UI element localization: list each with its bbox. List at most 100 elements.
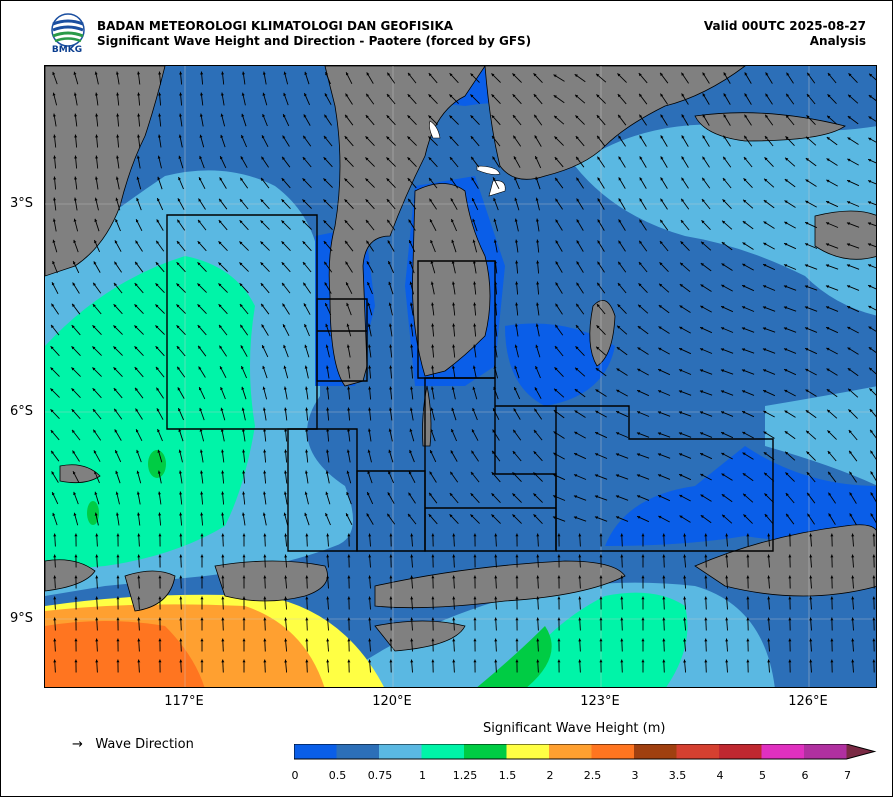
wave-arrow-head: [261, 156, 265, 160]
wave-arrow-head: [683, 533, 687, 537]
wave-arrow-head: [662, 638, 666, 642]
wave-arrow-head: [846, 264, 851, 268]
wave-arrow-head: [830, 554, 834, 558]
wave-arrow-head: [473, 323, 477, 327]
wave-arrow-head: [868, 326, 872, 330]
wave-arrow-head: [847, 285, 851, 288]
wave-arrow-head: [347, 428, 351, 432]
wave-arrow-head: [283, 71, 287, 75]
wave-arrow-head: [765, 72, 769, 76]
wave-arrow-head: [763, 431, 767, 435]
wave-arrow-head: [809, 638, 813, 642]
wave-arrow-head: [200, 554, 204, 558]
wave-arrow-head: [262, 512, 266, 516]
colorbar-tick-label: 2.5: [583, 769, 602, 782]
wave-arrow-head: [179, 638, 183, 642]
wave-arrow-head: [741, 369, 746, 373]
wave-arrow-head: [681, 72, 685, 76]
wave-arrow-head: [389, 617, 393, 621]
wave-arrow-head: [742, 411, 746, 414]
wave-arrow-head: [599, 575, 603, 579]
area-box-makassar: [316, 298, 368, 382]
wave-arrow-head: [218, 262, 222, 266]
colorbar-segment: [804, 744, 847, 759]
wave-arrow-head: [826, 389, 830, 393]
wave-arrow-head: [367, 428, 371, 432]
wave-arrow-head: [408, 198, 411, 202]
wave-arrow-head: [347, 386, 351, 390]
wave-arrow-head: [470, 136, 474, 140]
land-masses: [45, 66, 876, 652]
wave-arrow-head: [179, 659, 183, 663]
wave-arrow-head: [200, 491, 204, 495]
wave-arrow-head: [744, 93, 748, 97]
arrow-icon: →: [72, 737, 83, 752]
colorbar-tick-label: 3.5: [668, 769, 687, 782]
wave-arrow-head: [514, 387, 517, 391]
wave-arrow-head: [115, 491, 119, 495]
wave-arrow-head: [657, 432, 662, 436]
colorbar-segment: [719, 744, 762, 759]
wave-arrow-head: [263, 659, 267, 663]
wave-arrow-head: [683, 596, 687, 600]
wave-arrow-head: [701, 199, 705, 203]
wave-arrow-head: [473, 596, 477, 600]
wave-arrow-head: [721, 411, 725, 414]
wave-arrow-head: [429, 177, 432, 182]
wave-arrow-head: [809, 659, 813, 663]
wave-arrow-head: [199, 113, 203, 117]
wave-arrow-head: [533, 429, 537, 434]
wave-arrow-head: [681, 177, 685, 181]
wave-arrow-head: [409, 407, 413, 411]
wave-arrow-head: [472, 408, 475, 412]
wave-arrow-head: [471, 450, 475, 454]
wave-arrow-head: [662, 575, 666, 579]
wave-direction-legend: → Wave Direction: [72, 737, 194, 752]
wave-arrow-head: [176, 325, 180, 329]
lon-label-117e: 117°E: [164, 694, 204, 709]
wave-arrow-head: [158, 554, 162, 558]
wave-arrow-head: [680, 220, 684, 224]
wave-arrow-head: [869, 367, 873, 371]
wave-arrow-head: [742, 306, 746, 309]
wave-arrow-head: [197, 262, 201, 266]
land-kalimantan: [45, 66, 166, 277]
wave-arrow-head: [281, 199, 285, 203]
wave-arrow-head: [176, 304, 180, 308]
wave-arrow-head: [534, 387, 538, 391]
wave-arrow-head: [700, 515, 704, 519]
wave-arrow-head: [407, 94, 411, 98]
wave-arrow-head: [470, 94, 474, 98]
wave-arrow-head: [746, 617, 750, 621]
wave-arrow-head: [115, 450, 118, 454]
wave-arrow-head: [94, 176, 98, 180]
wave-arrow-head: [595, 453, 599, 456]
wave-arrow-head: [806, 136, 810, 140]
wave-arrow-head: [868, 264, 872, 267]
wave-arrow-head: [554, 157, 558, 161]
colorbar-segment: [421, 744, 464, 759]
wave-arrow-head: [305, 638, 309, 642]
wave-arrow-head: [846, 243, 851, 247]
wave-arrow-head: [346, 513, 349, 517]
wave-arrow-head: [849, 471, 853, 475]
land-flores: [374, 560, 626, 609]
wave-map[interactable]: [44, 65, 877, 688]
wave-arrow-head: [574, 453, 578, 456]
wave-arrow-head: [72, 429, 75, 433]
wave-arrow-head: [615, 474, 620, 478]
wave-arrow-head: [784, 369, 788, 372]
wave-arrow-head: [638, 73, 642, 77]
wave-arrow-head: [681, 114, 685, 118]
wave-arrow-head: [514, 218, 518, 222]
wave-arrow-head: [389, 638, 393, 642]
wave-arrow-head: [263, 554, 267, 558]
wave-arrow-head: [116, 134, 120, 138]
wave-arrow-head: [367, 302, 371, 306]
wave-arrow-head: [155, 366, 159, 371]
wave-arrow-head: [617, 94, 621, 98]
wave-arrow-head: [554, 136, 558, 140]
wave-arrow-head: [471, 429, 475, 433]
wave-arrow-head: [681, 135, 685, 139]
wave-arrow-head: [219, 177, 223, 181]
